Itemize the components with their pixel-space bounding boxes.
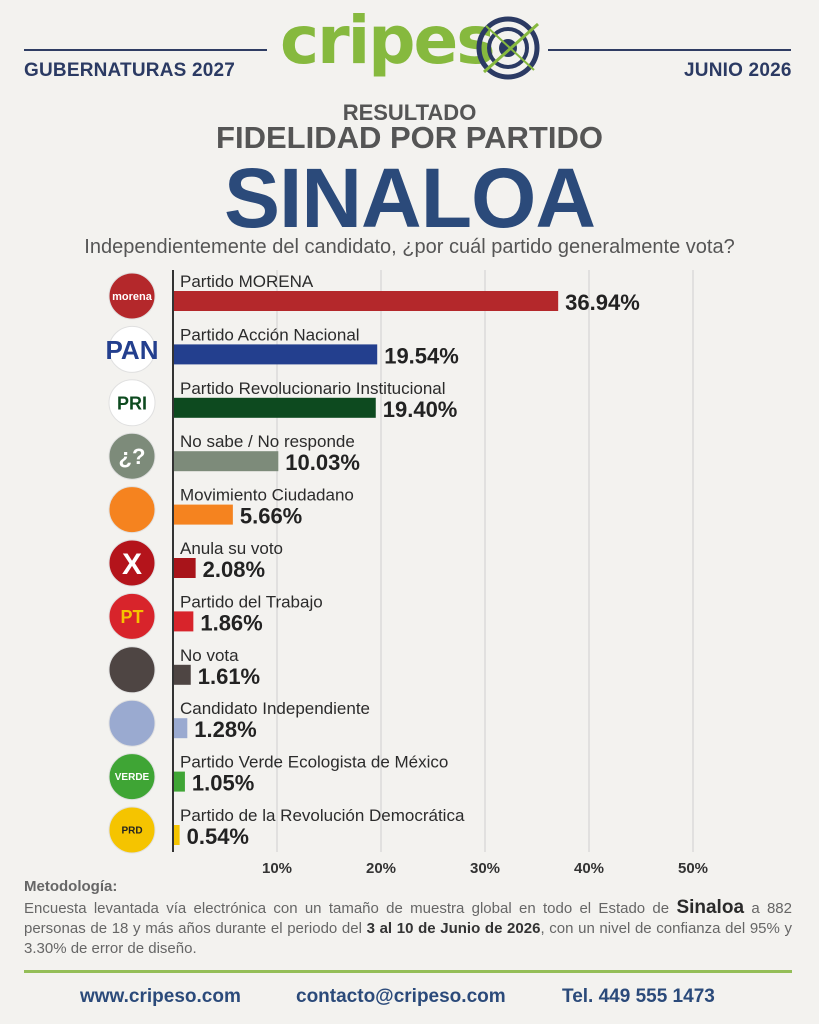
target-logo-icon xyxy=(476,16,540,80)
x-tick-label: 10% xyxy=(262,860,292,877)
bar xyxy=(174,558,196,578)
prd-logo xyxy=(108,806,156,854)
category-label: No sabe / No responde xyxy=(180,432,355,451)
icon-text: PAN xyxy=(106,335,159,365)
x-tick-label: 50% xyxy=(678,860,708,877)
morena-logo xyxy=(108,272,156,320)
bar xyxy=(174,451,279,472)
x-tick-label: 40% xyxy=(574,860,604,877)
title-fidelidad: FIDELIDAD POR PARTIDO xyxy=(216,120,603,155)
mc-logo xyxy=(108,486,156,534)
data-label: 1.05% xyxy=(192,771,254,796)
icon-text: VERDE xyxy=(115,772,150,783)
bar xyxy=(174,771,185,792)
methodology-state: Sinaloa xyxy=(676,897,745,918)
bar xyxy=(174,664,191,685)
survey-question: Independientemente del candidato, ¿por c… xyxy=(84,236,735,258)
bar xyxy=(174,504,233,525)
category-label: Partido Verde Ecologista de México xyxy=(180,753,448,772)
ballot-icon xyxy=(108,646,156,694)
person-icon xyxy=(108,699,156,747)
icon-text: X xyxy=(122,548,142,581)
category-label: Candidato Independiente xyxy=(180,699,370,718)
category-label: Movimiento Ciudadano xyxy=(180,486,354,505)
data-label: 36.94% xyxy=(565,290,640,315)
x-mark-icon xyxy=(108,539,156,587)
bar xyxy=(174,825,180,845)
header-rule-right xyxy=(548,49,791,51)
bar xyxy=(174,344,378,365)
category-label: Partido del Trabajo xyxy=(180,592,323,611)
methodology-text-1: Encuesta levantada vía electrónica con u… xyxy=(24,900,677,917)
methodology-dates: 3 al 10 de Junio de 2026 xyxy=(366,920,541,937)
data-label: 2.08% xyxy=(203,557,265,582)
bar xyxy=(174,718,188,739)
question-icon xyxy=(108,432,156,480)
verde-logo xyxy=(108,753,156,801)
category-label: No vota xyxy=(180,646,239,665)
icon-text: PRI xyxy=(117,393,147,413)
icon-text: morena xyxy=(112,291,153,303)
brand-logo: cripes xyxy=(280,2,496,79)
bar-chart: 10% 20% 30% 40% 50% morena Partido MORENA 36.94… xyxy=(106,270,708,877)
title-state: SINALOA xyxy=(224,151,596,245)
footer-phone: Tel. 449 555 1473 xyxy=(562,986,715,1007)
methodology-text-3: , con un nivel de confianza del 95% y 3.… xyxy=(24,920,792,957)
footer-website-link[interactable]: www.cripeso.com xyxy=(80,986,241,1007)
title-resultado: RESULTADO xyxy=(342,100,477,125)
footer-email-link[interactable]: contacto@cripeso.com xyxy=(296,986,506,1007)
category-label: Partido MORENA xyxy=(180,272,314,291)
pan-logo xyxy=(108,325,156,373)
data-label: 1.28% xyxy=(194,717,256,742)
category-label: Partido Acción Nacional xyxy=(180,325,360,344)
methodology-text: Encuesta levantada vía electrónica con u… xyxy=(24,898,792,959)
data-label: 1.86% xyxy=(200,610,262,635)
data-label: 1.61% xyxy=(198,664,260,689)
category-label: Partido Revolucionario Institucional xyxy=(180,379,446,398)
data-label: 19.40% xyxy=(383,397,458,422)
category-label: Anula su voto xyxy=(180,539,283,558)
x-tick-label: 30% xyxy=(470,860,500,877)
icon-text: ¿? xyxy=(119,444,146,469)
bar xyxy=(174,611,194,632)
bar xyxy=(174,291,559,311)
data-label: 19.54% xyxy=(384,343,459,368)
x-tick-label: 20% xyxy=(366,860,396,877)
methodology-text-2: a 882 personas de 18 y más años durante … xyxy=(24,900,792,937)
data-label: 0.54% xyxy=(187,824,249,849)
methodology-title: Metodología: xyxy=(24,878,118,895)
icon-text: PT xyxy=(120,607,143,627)
pt-logo xyxy=(108,592,156,640)
pri-logo xyxy=(108,379,156,427)
data-label: 10.03% xyxy=(285,450,360,475)
category-label: Partido de la Revolución Democrática xyxy=(180,806,465,825)
icon-text: PRD xyxy=(121,826,142,837)
header-left: GUBERNATURAS 2027 xyxy=(24,60,236,81)
header-rule-left xyxy=(24,49,267,51)
header-right: JUNIO 2026 xyxy=(684,60,792,81)
footer-rule xyxy=(24,970,792,973)
data-label: 5.66% xyxy=(240,504,302,529)
bar xyxy=(174,397,376,418)
